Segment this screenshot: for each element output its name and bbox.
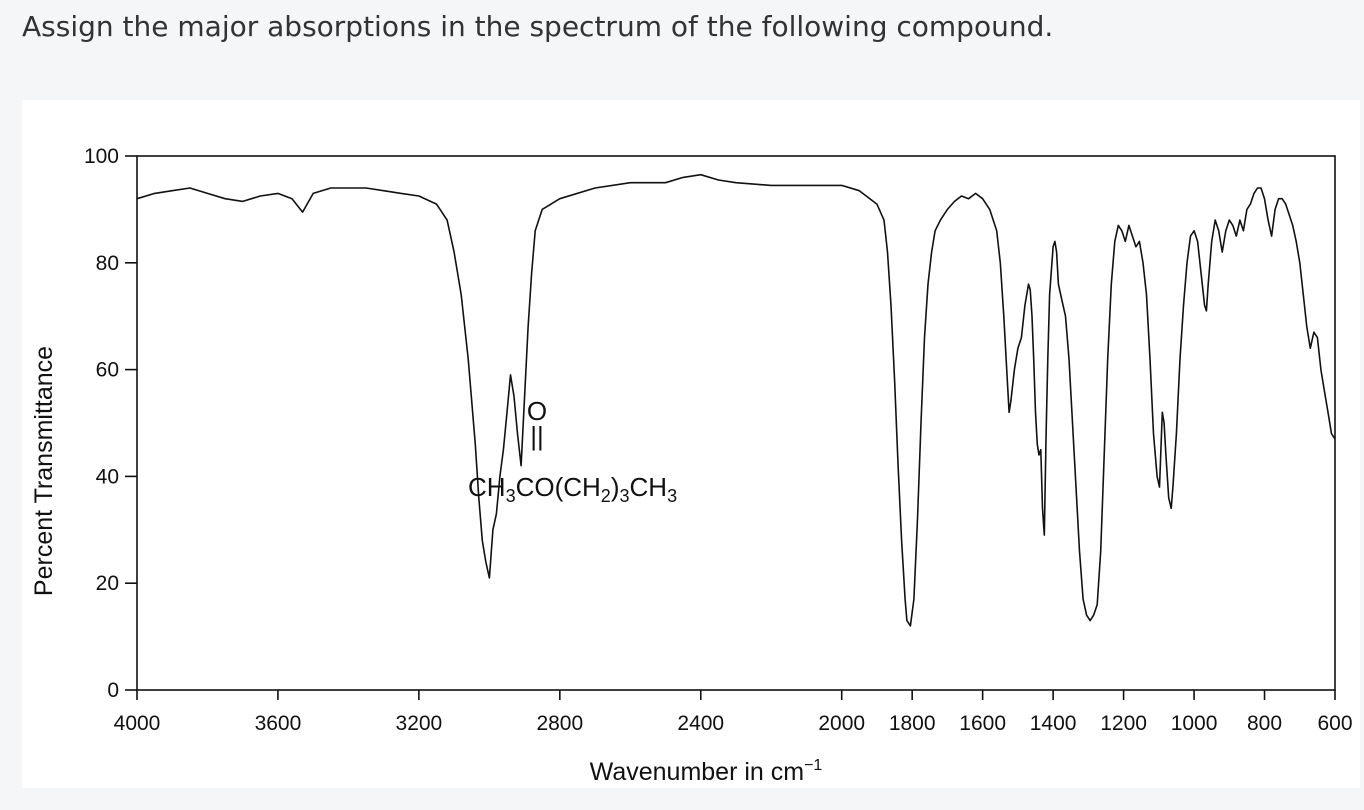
x-tick-label: 800 <box>1247 712 1282 735</box>
spectrum-line <box>136 173 1336 627</box>
y-tick-label: 60 <box>96 359 119 382</box>
carbonyl-oxygen: O <box>527 396 547 426</box>
question-text: Assign the major absorptions in the spec… <box>22 10 1054 43</box>
x-tick-label: 1400 <box>1030 712 1077 735</box>
ir-spectrum-figure: 4000 3600 3200 2800 2400 2000 1800 1600 1400 1200… <box>22 100 1360 788</box>
structure-annotation: O || CH3CO(CH2)3CH3 <box>468 396 677 506</box>
y-tick-label: 20 <box>96 572 119 595</box>
formula-subscript: 3 <box>667 486 677 506</box>
x-tick-label: 1000 <box>1171 712 1218 735</box>
y-tick-label: 80 <box>96 252 119 275</box>
plot-frame <box>136 155 1336 691</box>
x-tick-label: 1600 <box>959 712 1006 735</box>
formula-part: CO(CH <box>516 472 601 502</box>
x-tick-label: 2400 <box>677 712 724 735</box>
x-tick-label: 2000 <box>818 712 865 735</box>
y-axis-title: Percent Transmittance <box>30 346 58 596</box>
ir-spectrum-chart: 4000 3600 3200 2800 2400 2000 1800 1600 1400 1200… <box>30 145 1353 786</box>
chart-axes <box>136 155 1336 691</box>
y-tick-label: 40 <box>96 465 119 488</box>
x-tick-label: 3200 <box>396 712 443 735</box>
chart-ticks: 4000 3600 3200 2800 2400 2000 1800 1600 1400 1200… <box>84 145 1353 735</box>
y-tick-label: 100 <box>84 145 119 168</box>
x-tick-label: 1800 <box>889 712 936 735</box>
x-axis-unit-superscript: −1 <box>804 757 822 774</box>
formula-subscript: 3 <box>506 486 516 506</box>
carbonyl-double-bond: || <box>530 421 544 451</box>
y-tick-label: 0 <box>107 679 119 702</box>
x-tick-label: 4000 <box>114 712 161 735</box>
x-tick-label: 3600 <box>255 712 302 735</box>
formula-part: CH <box>468 472 506 502</box>
x-tick-label: 1200 <box>1100 712 1147 735</box>
compound-formula: CH3CO(CH2)3CH3 <box>468 472 677 506</box>
formula-subscript: 2 <box>601 486 611 506</box>
formula-part: CH <box>630 472 668 502</box>
formula-part: ) <box>611 472 620 502</box>
formula-subscript: 3 <box>619 486 629 506</box>
x-tick-label: 600 <box>1317 712 1352 735</box>
x-axis-title: Wavenumber in cm−1 <box>590 757 823 786</box>
x-axis-label: Wavenumber in cm <box>590 758 804 786</box>
x-tick-label: 2800 <box>536 712 583 735</box>
